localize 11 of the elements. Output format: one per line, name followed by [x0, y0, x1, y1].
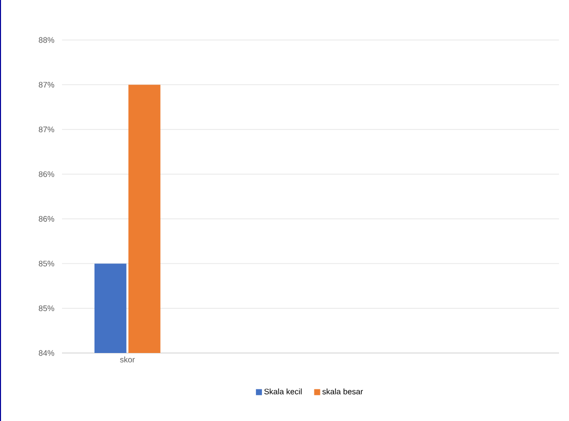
y-tick-label: 85%	[38, 260, 54, 266]
y-tick-label: 84%	[38, 350, 54, 356]
y-tick-label: 86%	[38, 216, 54, 222]
y-tick-label: 85%	[38, 305, 54, 312]
y-tick-label: 86%	[38, 171, 54, 177]
legend-label: skala besar	[322, 388, 363, 394]
y-tick-label: 87%	[38, 82, 54, 88]
legend-label: Skala kecil	[264, 388, 302, 394]
y-tick-label: 87%	[38, 126, 54, 132]
y-tick-label: 88%	[38, 37, 54, 43]
x-tick-label: skor	[120, 356, 135, 362]
